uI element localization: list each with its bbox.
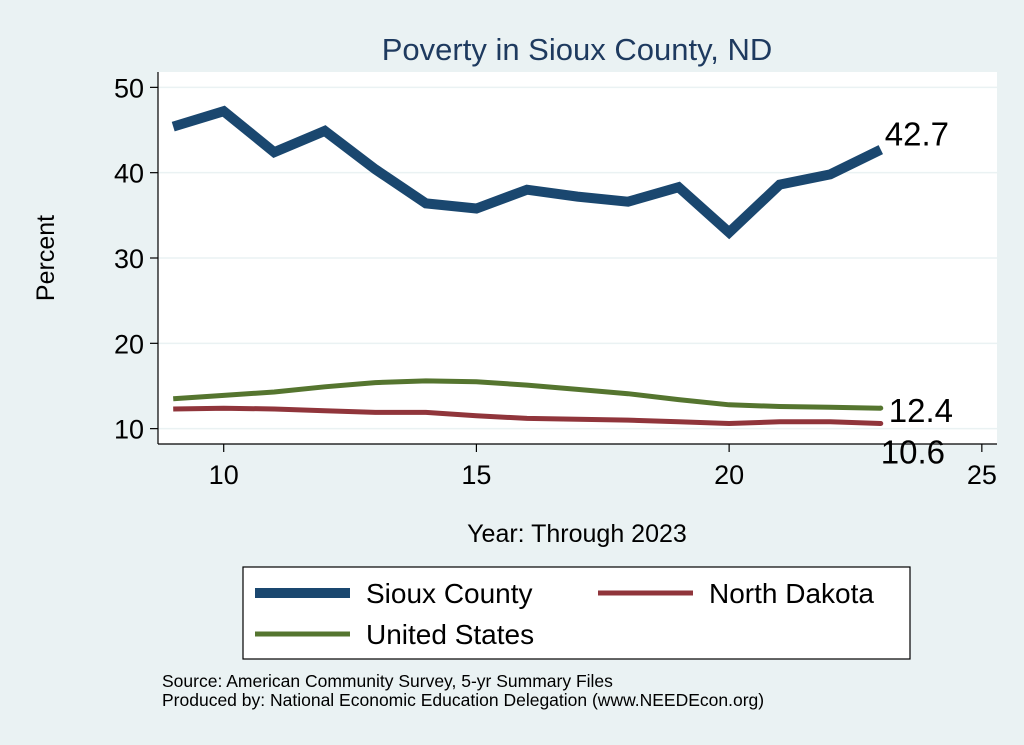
end-label: 12.4 [889, 392, 953, 429]
end-marker [878, 405, 884, 411]
x-tick-label: 20 [714, 460, 744, 490]
source-line: Source: American Community Survey, 5-yr … [162, 671, 613, 691]
y-tick-label: 30 [114, 244, 144, 274]
gridlines [158, 86, 997, 430]
legend: Sioux County North Dakota United States [255, 578, 874, 650]
y-tick-label: 50 [114, 73, 144, 103]
produced-by-line: Produced by: National Economic Education… [162, 690, 765, 710]
legend-label: Sioux County [366, 578, 533, 609]
y-axis-label: Percent [32, 215, 60, 301]
x-tick-label: 10 [209, 460, 239, 490]
series-line [171, 105, 884, 240]
y-tick-label: 10 [114, 415, 144, 445]
y-tick-label: 40 [114, 159, 144, 189]
end-label: 42.7 [885, 116, 949, 153]
source-note: Source: American Community Survey, 5-yr … [162, 672, 764, 710]
axis-ticks: 10 20 30 40 50 10 15 20 25 [114, 73, 997, 490]
chart-title: Poverty in Sioux County, ND [382, 32, 773, 67]
end-marker [878, 421, 884, 427]
legend-label: United States [366, 619, 534, 650]
y-tick-label: 20 [114, 329, 144, 359]
legend-box [242, 566, 911, 660]
legend-label: North Dakota [709, 578, 874, 609]
x-tick-label: 15 [461, 460, 491, 490]
series-line [173, 405, 881, 427]
end-label: 10.6 [881, 434, 945, 471]
end-labels: 42.7 12.4 10.6 [878, 116, 953, 471]
series-line [173, 378, 881, 411]
x-axis-label: Year: Through 2023 [467, 520, 687, 548]
x-tick-label: 25 [967, 460, 997, 490]
series-lines [171, 105, 884, 427]
